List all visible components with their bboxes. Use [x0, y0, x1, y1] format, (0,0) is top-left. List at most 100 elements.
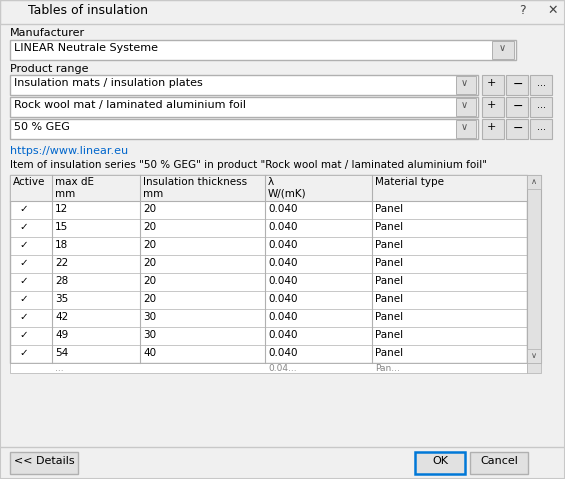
Bar — [456, 120, 476, 138]
Bar — [530, 97, 552, 117]
Bar — [530, 75, 552, 95]
Text: ...: ... — [55, 364, 64, 373]
Bar — [8, 5, 16, 13]
Bar — [492, 41, 514, 59]
Text: ∨: ∨ — [461, 100, 468, 110]
Text: 0.040: 0.040 — [268, 294, 298, 304]
Text: 22: 22 — [55, 258, 68, 268]
Bar — [415, 452, 465, 474]
Text: Cancel: Cancel — [480, 456, 518, 466]
Text: 49: 49 — [55, 330, 68, 340]
Text: ✓: ✓ — [20, 240, 28, 250]
Text: 0.040: 0.040 — [268, 276, 298, 286]
Bar — [456, 76, 476, 94]
Text: ...: ... — [537, 122, 545, 132]
Text: max dE: max dE — [55, 177, 94, 187]
Text: Product range: Product range — [10, 64, 89, 74]
Text: Item of insulation series "50 % GEG" in product "Rock wool mat / laminated alumi: Item of insulation series "50 % GEG" in … — [10, 160, 487, 170]
Text: Panel: Panel — [375, 348, 403, 358]
Text: 54: 54 — [55, 348, 68, 358]
Text: 20: 20 — [143, 222, 156, 232]
Bar — [506, 97, 528, 117]
Bar — [506, 119, 528, 139]
Text: +: + — [486, 78, 496, 88]
Text: mm: mm — [55, 189, 75, 199]
Text: ∨: ∨ — [461, 122, 468, 132]
Text: ...: ... — [537, 100, 545, 110]
Bar — [470, 452, 528, 474]
Text: 30: 30 — [143, 312, 156, 322]
Text: 20: 20 — [143, 258, 156, 268]
Text: Panel: Panel — [375, 330, 403, 340]
Bar — [10, 119, 478, 139]
Bar — [530, 119, 552, 139]
Text: ✕: ✕ — [547, 4, 558, 17]
Text: 0.040: 0.040 — [268, 312, 298, 322]
Text: Panel: Panel — [375, 204, 403, 214]
Text: 28: 28 — [55, 276, 68, 286]
Text: ✓: ✓ — [20, 258, 28, 268]
Bar — [527, 349, 541, 363]
Text: Insulation thickness: Insulation thickness — [143, 177, 247, 187]
Text: 0.040: 0.040 — [268, 258, 298, 268]
Text: Panel: Panel — [375, 258, 403, 268]
Text: Insulation mats / insulation plates: Insulation mats / insulation plates — [14, 78, 203, 88]
Text: ✓: ✓ — [20, 222, 28, 232]
Text: ...: ... — [537, 78, 545, 88]
Text: ?: ? — [519, 4, 525, 17]
Bar — [10, 452, 78, 474]
Text: 20: 20 — [143, 294, 156, 304]
Text: 0.040: 0.040 — [268, 222, 298, 232]
Bar — [527, 363, 541, 373]
Text: Rock wool mat / laminated aluminium foil: Rock wool mat / laminated aluminium foil — [14, 100, 246, 110]
Text: −: − — [513, 100, 523, 113]
Bar — [10, 175, 527, 201]
Text: 0.040: 0.040 — [268, 204, 298, 214]
Bar — [8, 14, 16, 19]
Text: 42: 42 — [55, 312, 68, 322]
Text: Panel: Panel — [375, 312, 403, 322]
Bar — [0, 0, 565, 24]
Text: Active: Active — [13, 177, 45, 187]
Text: ∨: ∨ — [531, 351, 537, 360]
Text: 15: 15 — [55, 222, 68, 232]
Bar — [482, 97, 504, 117]
Text: 0.040: 0.040 — [268, 240, 298, 250]
Bar — [10, 75, 478, 95]
Text: −: − — [513, 122, 523, 135]
Text: << Details: << Details — [14, 456, 75, 466]
Bar — [527, 175, 541, 363]
Text: Tables of insulation: Tables of insulation — [28, 4, 148, 17]
Text: Panel: Panel — [375, 240, 403, 250]
Text: 12: 12 — [55, 204, 68, 214]
Text: +: + — [486, 122, 496, 132]
Text: λ: λ — [268, 177, 274, 187]
Text: ∨: ∨ — [461, 78, 468, 88]
Text: Panel: Panel — [375, 294, 403, 304]
Bar — [527, 175, 541, 189]
Text: ∨: ∨ — [499, 43, 506, 53]
Bar — [10, 363, 527, 373]
Text: ∧: ∧ — [531, 177, 537, 186]
Text: Manufacturer: Manufacturer — [10, 28, 85, 38]
Text: 20: 20 — [143, 204, 156, 214]
Text: 30: 30 — [143, 330, 156, 340]
Bar — [482, 75, 504, 95]
Bar — [16, 5, 23, 13]
Text: 50 % GEG: 50 % GEG — [14, 122, 70, 132]
Bar — [456, 98, 476, 116]
Bar — [10, 175, 527, 363]
Bar — [16, 14, 23, 19]
Text: ✓: ✓ — [20, 330, 28, 340]
Text: mm: mm — [143, 189, 163, 199]
Text: 18: 18 — [55, 240, 68, 250]
Text: ✓: ✓ — [20, 294, 28, 304]
Text: OK: OK — [432, 456, 448, 466]
Text: Panel: Panel — [375, 276, 403, 286]
Text: 0.040: 0.040 — [268, 330, 298, 340]
Text: Pan...: Pan... — [375, 364, 400, 373]
Text: 0.04...: 0.04... — [268, 364, 297, 373]
Text: 20: 20 — [143, 240, 156, 250]
Text: 35: 35 — [55, 294, 68, 304]
Text: ✓: ✓ — [20, 204, 28, 214]
